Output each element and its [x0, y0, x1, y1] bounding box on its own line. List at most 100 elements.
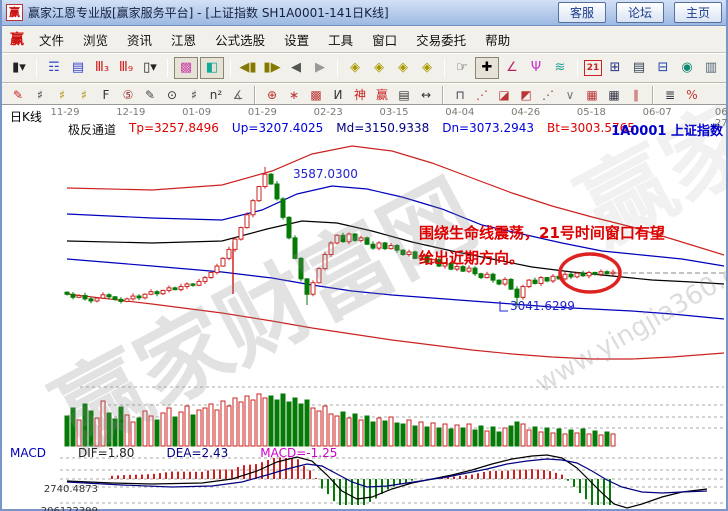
date-axis-label: 06-27: [714, 107, 728, 129]
gann-circle-tool-icon[interactable]: ⊕: [266, 88, 278, 102]
toolbar-separator: [337, 59, 338, 77]
minute-3-chart-icon[interactable]: Ⅲ₃: [94, 60, 110, 75]
menu-item-0[interactable]: 文件: [39, 32, 65, 48]
measure-pen-tool-icon[interactable]: ✎: [144, 88, 156, 102]
calendar-21-icon[interactable]: 21: [584, 60, 602, 76]
ruler-123-tool-icon[interactable]: ▤: [398, 88, 410, 102]
fibonacci-tool-icon[interactable]: F: [102, 88, 110, 102]
time-ruler-tool-icon[interactable]: ♯: [191, 88, 197, 102]
jifan-channel-icon[interactable]: ▩: [174, 57, 198, 79]
square-rays-tool-icon[interactable]: ◩: [520, 88, 532, 102]
channel-line-up: [66, 185, 725, 267]
calculator-icon[interactable]: ⊞: [609, 60, 621, 75]
prev-bar-icon[interactable]: ◀: [291, 60, 301, 75]
gold-section-tool-icon[interactable]: ♯: [81, 88, 87, 102]
gold-ratio-tool-icon[interactable]: ♯: [59, 88, 65, 102]
pen-tool-icon[interactable]: ✎: [12, 88, 24, 102]
next-bar-icon[interactable]: ▶: [315, 60, 325, 75]
analysis-note: 围绕生命线震荡，21号时间窗口有望 给出近期方向。: [419, 221, 665, 271]
shen-tool-icon[interactable]: 神: [353, 88, 366, 102]
gann-shape-icon[interactable]: Ψ: [530, 60, 542, 75]
macd-dea-value: DEA=2.43: [166, 446, 229, 460]
channel-value-4: Bt=3003.5765: [547, 121, 635, 135]
candles-group: [64, 166, 616, 307]
wave-tool-icon[interactable]: ≋: [554, 60, 566, 75]
price-levels-tool-icon[interactable]: ≣: [664, 88, 676, 102]
toolbar-separator: [444, 59, 445, 77]
angle-line-icon[interactable]: ∠: [506, 60, 518, 75]
analysis-note-line2: 给出近期方向。: [419, 249, 525, 267]
date-axis-label: 05-18: [576, 107, 606, 118]
save-icon[interactable]: ⊟: [657, 60, 669, 75]
zoom-right-icon[interactable]: ◈: [374, 60, 384, 75]
titlebar-button-1[interactable]: 论坛: [615, 2, 664, 23]
time-cycle-tool-icon[interactable]: ⊙: [166, 88, 178, 102]
square-n2-tool-icon[interactable]: n²: [209, 88, 223, 102]
last-page-icon[interactable]: ▮▶: [263, 60, 281, 75]
gann-square-tool-icon[interactable]: ▩: [310, 88, 322, 102]
save-web-icon[interactable]: ◉: [681, 60, 693, 75]
ying-tool-icon[interactable]: 赢: [375, 88, 388, 102]
window-title: 赢家江恩专业版[赢家服务平台] - [上证指数 SH1A0001-141日K线]: [28, 6, 389, 20]
macd-dif-line: [66, 454, 708, 509]
channel-value-2: Md=3150.9338: [336, 121, 430, 135]
kline-style-dropdown-icon[interactable]: ▮▾: [12, 60, 26, 75]
pan-hand-icon[interactable]: ☞: [456, 60, 468, 75]
crosshair-icon[interactable]: ✚: [475, 57, 499, 79]
angle-measure-tool-icon[interactable]: ∡: [232, 88, 244, 102]
menu-item-8[interactable]: 交易委托: [416, 32, 467, 48]
color-indicator-icon[interactable]: ◧: [200, 57, 224, 79]
channel-line-tp: [66, 145, 725, 256]
symbol-name: 上证指数: [670, 124, 723, 139]
menu-item-6[interactable]: 工具: [328, 32, 354, 48]
first-page-icon[interactable]: ◀▮: [239, 60, 257, 75]
menu-item-9[interactable]: 帮助: [485, 32, 511, 48]
v-lines-tool-icon[interactable]: ∨: [565, 88, 575, 102]
date-axis-label: 12-19: [116, 107, 146, 118]
indicator-values-row: 极反通道 Tp=3257.8496 Up=3207.4025 Md=3150.933…: [68, 121, 635, 138]
menu-item-1[interactable]: 浏览: [83, 32, 109, 48]
toolbar-separator: [230, 59, 231, 77]
menu-item-4[interactable]: 公式选股: [215, 32, 266, 48]
date-axis-label: 11-29: [50, 107, 80, 118]
date-axis-label: 01-29: [247, 107, 277, 118]
overview-chart-icon[interactable]: ☶: [48, 60, 60, 75]
wave-mark-tool-icon[interactable]: И: [333, 88, 343, 102]
macd-macd-value: MACD=-1.25: [260, 446, 338, 460]
grid2-tool-icon[interactable]: ▦: [608, 88, 620, 102]
titlebar-button-2[interactable]: 主页: [673, 2, 722, 23]
memo-icon[interactable]: ▤: [632, 60, 646, 75]
zoom-left-icon[interactable]: ◈: [350, 60, 360, 75]
f10-material-icon[interactable]: ▤: [71, 60, 85, 75]
titlebar-button-0[interactable]: 客服: [557, 2, 606, 23]
minute-9-chart-icon[interactable]: Ⅲ₉: [118, 60, 134, 75]
titlebar-buttons: 客服 论坛 主页: [557, 2, 722, 23]
toolbar-separator: [36, 59, 37, 77]
menu-item-7[interactable]: 窗口: [372, 32, 398, 48]
menu-item-5[interactable]: 设置: [284, 32, 310, 48]
menu-item-2[interactable]: 资讯: [127, 32, 153, 48]
period-label[interactable]: 日K线: [10, 110, 42, 124]
channel-value-3: Dn=3073.2943: [442, 121, 534, 135]
spiral-5-tool-icon[interactable]: ⑤: [122, 88, 134, 102]
macd-indicator-label[interactable]: MACD: [10, 446, 46, 460]
gann-ruler-tool-icon[interactable]: ♯: [37, 88, 43, 102]
square-fan-tool-icon[interactable]: ◪: [498, 88, 510, 102]
chart-area[interactable]: 赢家财富网 www.yingjia360.com 赢家财富网 日K线 极反通道 Tp…: [2, 104, 728, 511]
grid-tool-icon[interactable]: ▦: [586, 88, 598, 102]
candle-style-icon[interactable]: ▯▾: [143, 60, 157, 75]
parallel-lines-tool-icon[interactable]: ∥: [633, 88, 639, 102]
zoom-out-icon[interactable]: ◈: [422, 60, 432, 75]
print-icon[interactable]: ▥: [704, 60, 718, 75]
percent-line-tool-icon[interactable]: %: [686, 88, 698, 102]
zoom-in-icon[interactable]: ◈: [398, 60, 408, 75]
rays-tool-icon[interactable]: ⋰: [542, 88, 554, 102]
channel-line-dn: [66, 258, 725, 320]
fan-rays-tool-icon[interactable]: ⋰: [476, 88, 488, 102]
box-tool-icon[interactable]: ⊓: [455, 88, 465, 102]
span-measure-tool-icon[interactable]: ↔: [420, 88, 432, 102]
channel-line-bt: [66, 293, 725, 360]
menu-item-3[interactable]: 江恩: [171, 32, 197, 48]
gann-star-tool-icon[interactable]: ∗: [288, 88, 300, 102]
